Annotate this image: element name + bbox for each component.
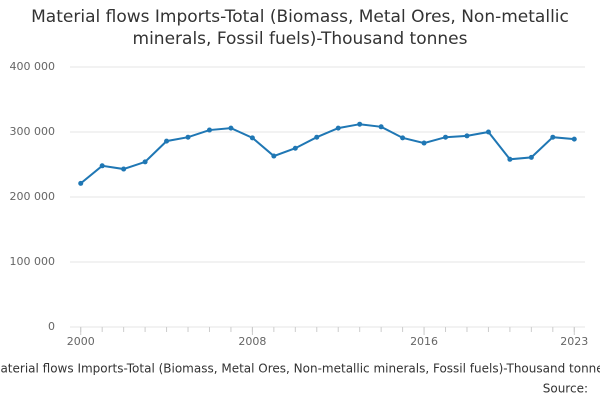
data-point [164,138,170,144]
data-line [80,123,575,185]
data-point [550,134,556,140]
data-point [335,125,341,131]
x-axis-label: Material flows Imports-Total (Biomass, M… [0,362,600,376]
data-point [121,166,127,172]
data-point [292,145,298,151]
data-point [357,121,363,127]
x-tick-label: 2023 [560,335,588,348]
data-point [206,127,212,133]
data-point [78,180,84,186]
data-point [314,134,320,140]
y-tick-label: 200 000 [10,190,56,203]
data-point [228,125,234,131]
data-point [142,159,148,165]
y-tick-label: 400 000 [10,60,56,73]
data-point [378,124,384,130]
x-tick-label: 2000 [67,335,95,348]
data-point [421,140,427,146]
data-point [271,153,277,159]
data-point [528,154,534,160]
x-tick-label: 2008 [238,335,266,348]
y-tick-label: 0 [48,320,55,333]
y-tick-label: 300 000 [10,125,56,138]
x-tick-label: 2016 [410,335,438,348]
data-point [464,133,470,139]
data-point [485,129,491,135]
data-point [507,156,513,162]
data-point [185,134,191,140]
data-point [443,134,449,140]
data-point [400,135,406,141]
y-tick-label: 100 000 [10,255,56,268]
data-point [99,163,105,169]
data-point [571,136,577,142]
data-point [249,135,255,141]
chart-title: Material flows Imports-Total (Biomass, M… [31,7,569,49]
source: Source: [543,382,588,396]
